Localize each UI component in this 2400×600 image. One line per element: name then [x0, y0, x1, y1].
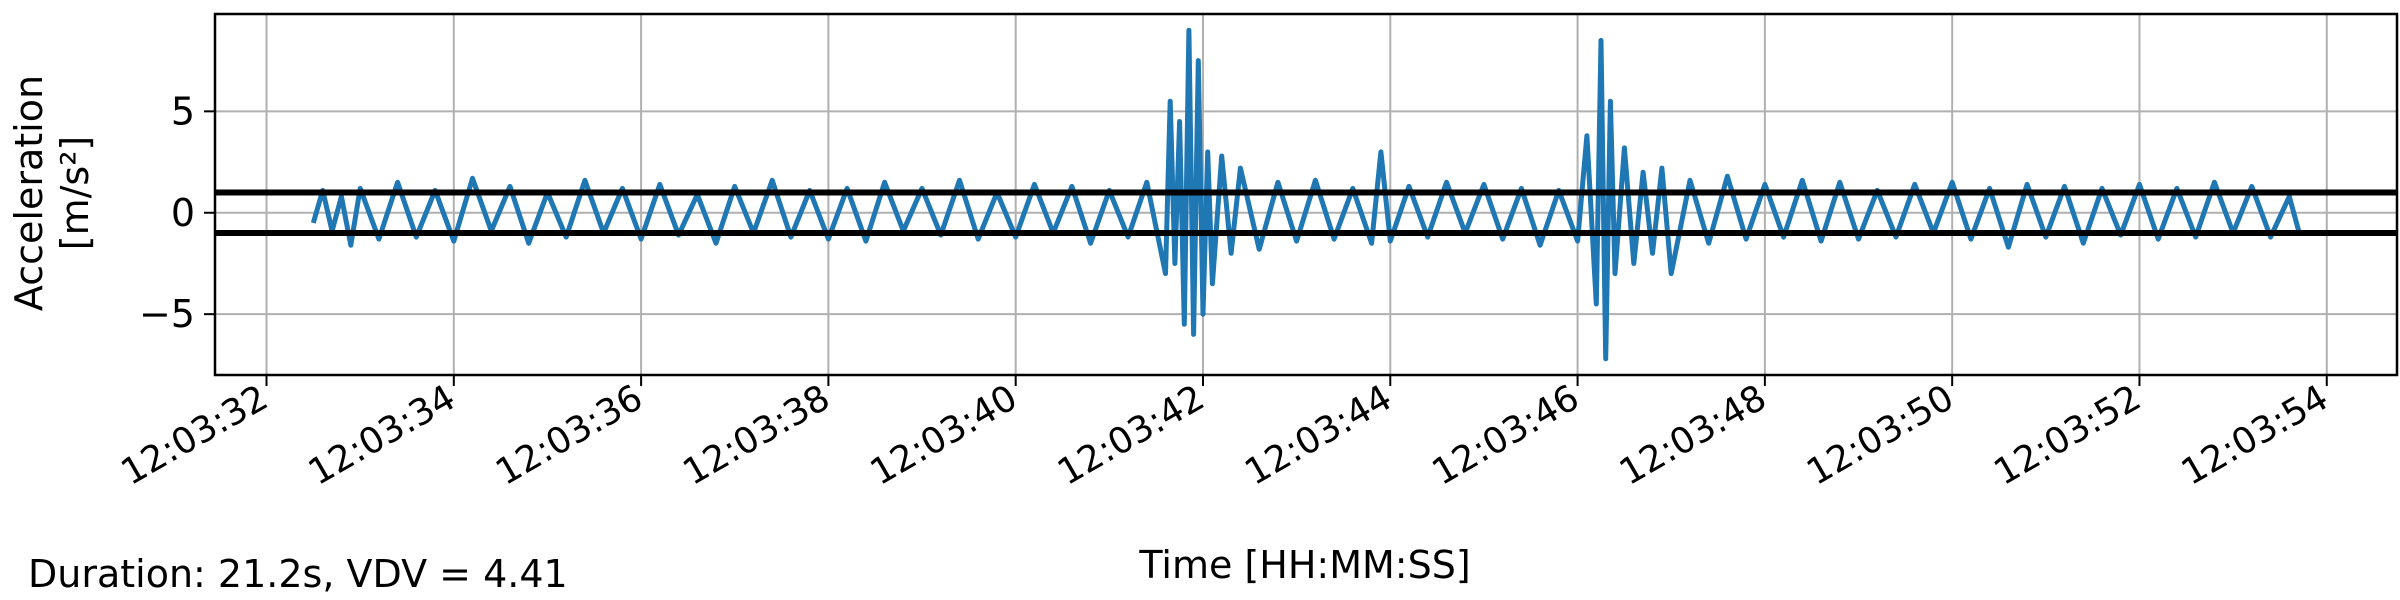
threshold-lines — [215, 189, 2397, 237]
x-tick-label: 12:03:34 — [302, 377, 463, 493]
plot-frame — [213, 12, 2399, 377]
y-tick-label: 5 — [171, 89, 195, 133]
x-tick-label: 12:03:52 — [1987, 377, 2148, 493]
x-tick-label: 12:03:38 — [676, 377, 837, 493]
x-tick-label: 12:03:50 — [1800, 377, 1961, 493]
x-tick-label: 12:03:32 — [114, 377, 275, 493]
y-tick-label: 0 — [171, 191, 195, 235]
x-axis-label: Time [HH:MM:SS] — [1138, 543, 1470, 587]
x-tick-label: 12:03:40 — [864, 377, 1025, 493]
duration-vdv-summary: Duration: 21.2s, VDV = 4.41 — [28, 552, 568, 596]
x-tick-label: 12:03:46 — [1426, 377, 1587, 493]
x-tick-label: 12:03:42 — [1051, 377, 1212, 493]
x-tick-label: 12:03:36 — [489, 377, 650, 493]
x-tick-label: 12:03:54 — [2175, 377, 2336, 493]
x-tick-label: 12:03:48 — [1613, 377, 1774, 493]
y-tick-label: −5 — [139, 292, 195, 336]
x-axis: 12:03:32 12:03:34 12:03:36 12:03:38 12:03:40… — [114, 375, 2335, 494]
x-tick-label: 12:03:44 — [1238, 377, 1399, 493]
y-axis-label: Acceleration [m/s²] — [7, 75, 97, 311]
y-axis: −5 0 5 — [139, 89, 215, 336]
y-axis-label-line2: [m/s²] — [53, 136, 97, 251]
y-axis-label-line1: Acceleration — [7, 75, 51, 311]
